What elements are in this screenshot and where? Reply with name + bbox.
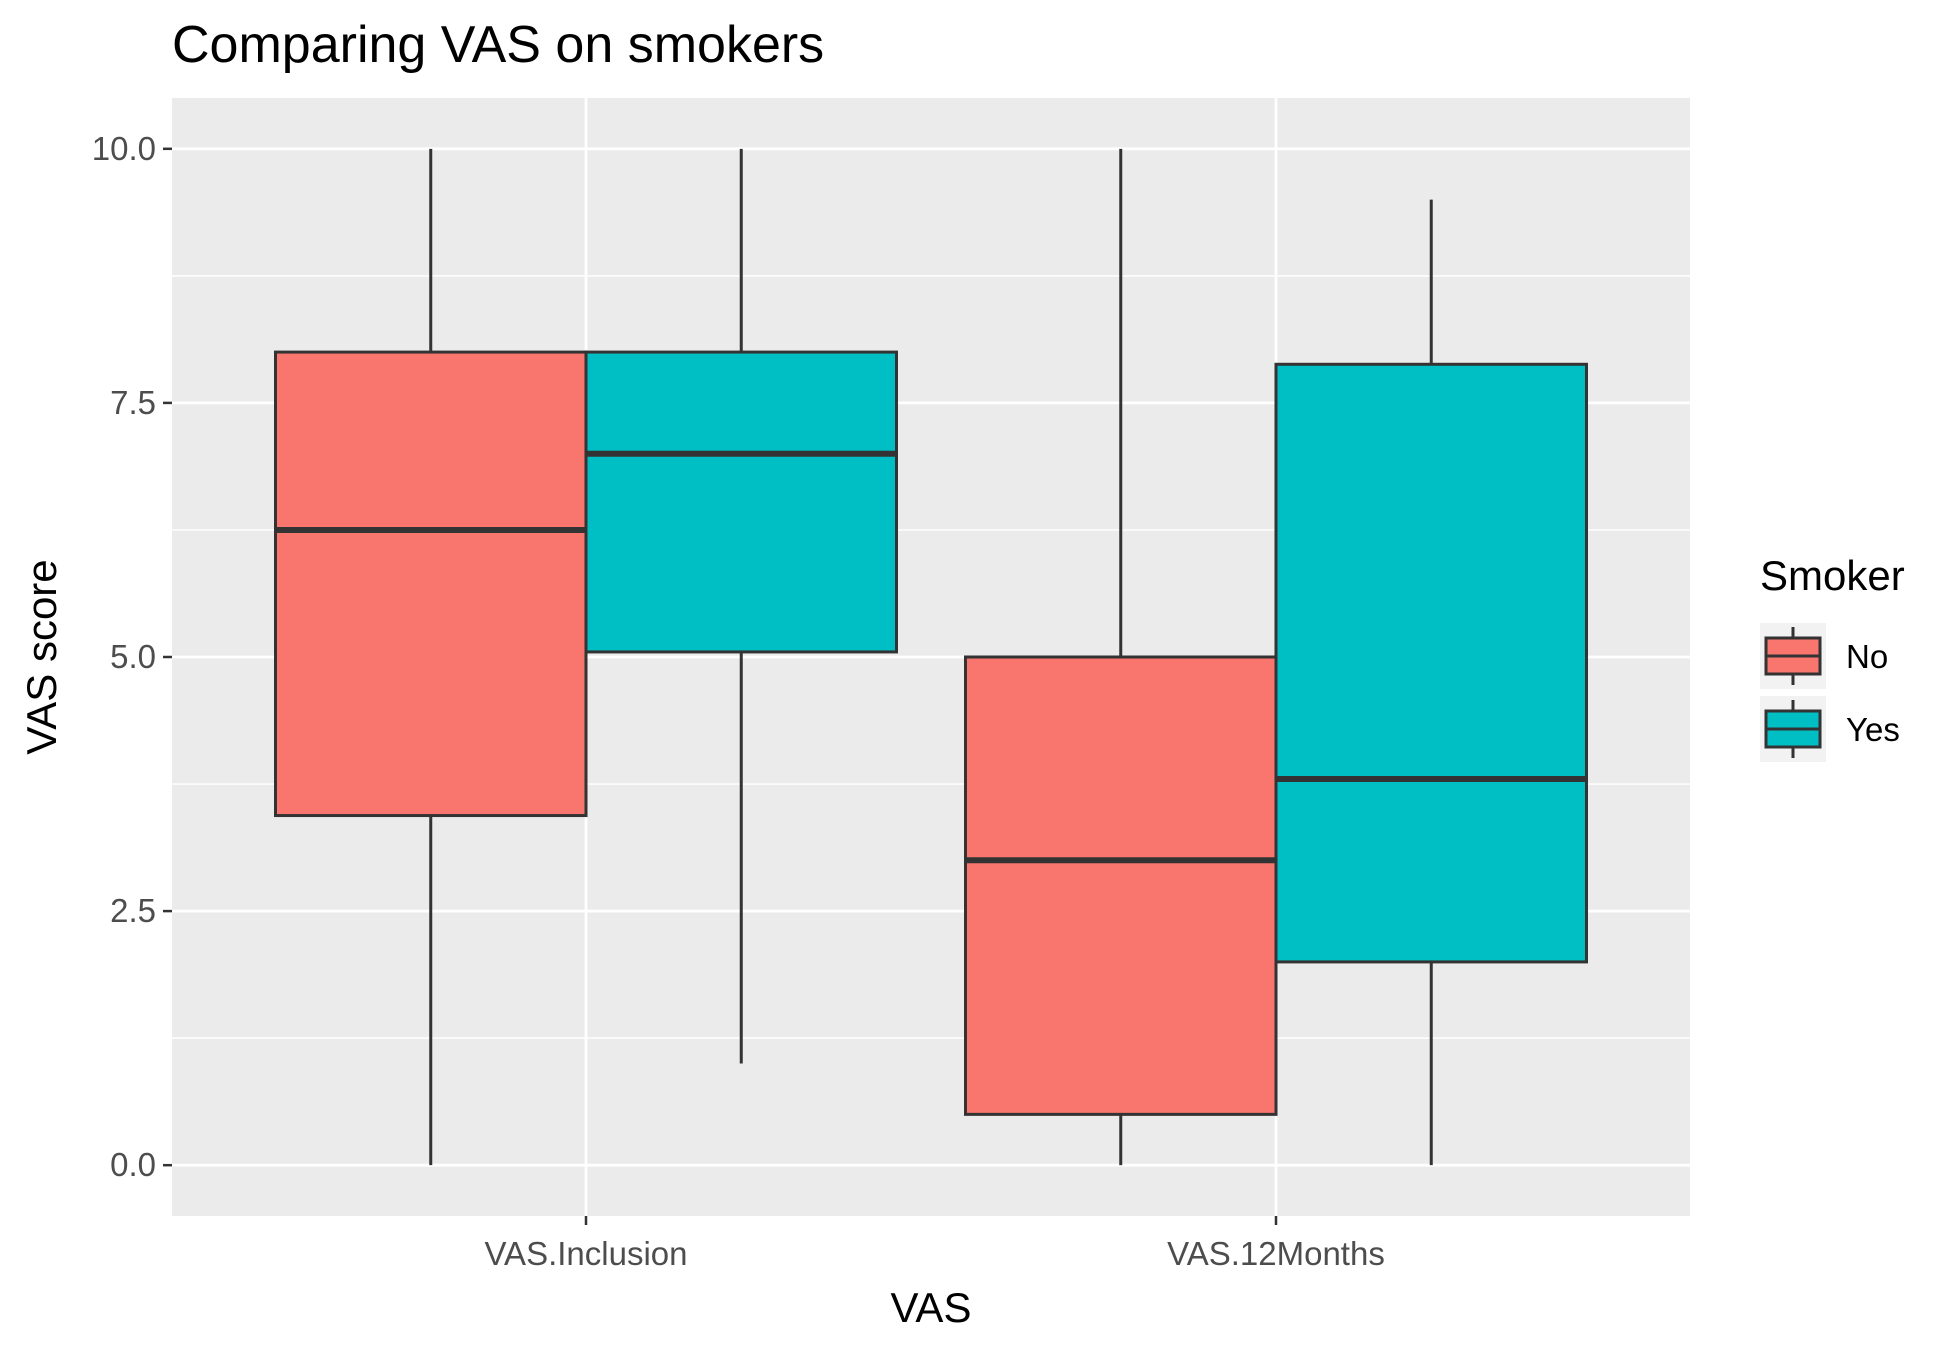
y-tick-label: 0.0 [110,1146,156,1183]
box-rect [274,350,588,818]
legend-title: Smoker [1760,552,1905,599]
y-tick-label: 7.5 [110,384,156,421]
x-tick-label: VAS.12Months [1167,1235,1385,1272]
boxes-layer [274,148,1588,1166]
box-rect [584,350,898,654]
legend-item-yes: Yes [1760,696,1900,762]
chart-title: Comparing VAS on smokers [172,16,824,74]
x-axis: VAS.Inclusion VAS.12Months [485,1216,1385,1272]
box-rect [1274,362,1588,964]
y-tick-label: 2.5 [110,892,156,929]
legend: Smoker No Yes [1760,552,1905,762]
box-yes-vas-inclusion [584,148,898,1064]
y-axis-title: VAS score [18,559,65,754]
box-no-vas-12months [964,148,1278,1166]
x-axis-title: VAS [891,1284,972,1331]
legend-label: Yes [1846,711,1900,748]
x-tick-label: VAS.Inclusion [485,1235,688,1272]
y-tick-label: 10.0 [92,130,156,167]
y-axis: 0.0 2.5 5.0 7.5 10.0 [92,130,172,1183]
y-tick-label: 5.0 [110,638,156,675]
box-rect [964,655,1278,1116]
box-yes-vas-12months [1274,199,1588,1166]
legend-label: No [1846,638,1888,675]
legend-keys: No Yes [1760,623,1900,762]
box-no-vas-inclusion [274,148,588,1166]
legend-item-no: No [1760,623,1888,689]
